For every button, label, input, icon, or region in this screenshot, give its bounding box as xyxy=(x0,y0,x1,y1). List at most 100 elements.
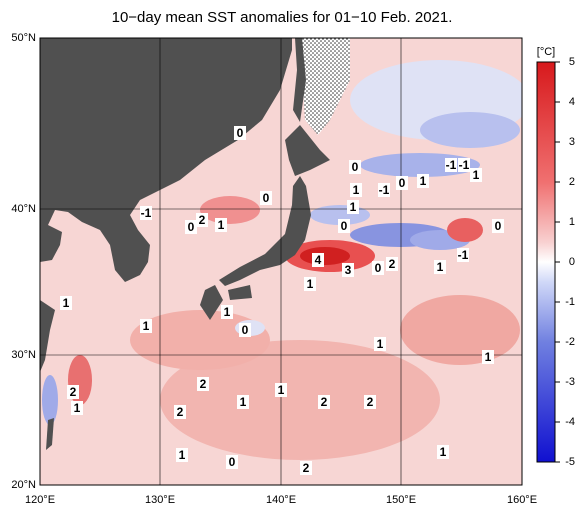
contour-label: 1 xyxy=(304,277,316,291)
label-box xyxy=(417,174,429,188)
label-box xyxy=(237,395,249,409)
contour-label-text: -1 xyxy=(379,183,390,197)
contour-label: -1 xyxy=(457,248,469,262)
contour-label-text: -1 xyxy=(446,158,457,172)
contour-label: -1 xyxy=(140,206,152,220)
contour-label-text: -1 xyxy=(459,158,470,172)
contour-label-text: 1 xyxy=(473,168,480,182)
contour-label: 1 xyxy=(437,445,449,459)
label-box xyxy=(386,257,398,271)
map-title: 10−day mean SST anomalies for 01−10 Feb.… xyxy=(112,9,453,26)
contour-label: 1 xyxy=(470,168,482,182)
contour-label-text: 2 xyxy=(199,213,206,227)
label-box xyxy=(304,277,316,291)
colorbar-tick-label: -3 xyxy=(565,376,575,388)
contour-label: 0 xyxy=(372,261,384,275)
contour-label: 2 xyxy=(318,395,330,409)
contour-label-text: 0 xyxy=(263,191,270,205)
label-box xyxy=(457,248,469,262)
contour-label: 1 xyxy=(482,350,494,364)
label-box xyxy=(140,206,152,220)
lon-label: 120°E xyxy=(25,494,55,506)
contour-label-text: 1 xyxy=(377,337,384,351)
label-box xyxy=(197,377,209,391)
label-box xyxy=(378,183,390,197)
label-box xyxy=(349,160,361,174)
label-box xyxy=(176,448,188,462)
contour-label: 1 xyxy=(347,200,359,214)
colorbar-tick-label: -2 xyxy=(565,336,575,348)
label-box xyxy=(318,395,330,409)
contour-label-text: 2 xyxy=(70,385,77,399)
contour-label-text: 4 xyxy=(315,253,322,267)
contour-label: -1 xyxy=(378,183,390,197)
contour-label: 1 xyxy=(350,183,362,197)
contour-label: 1 xyxy=(176,448,188,462)
label-box xyxy=(140,319,152,333)
contour-label-text: 0 xyxy=(242,323,249,337)
contour-label: 1 xyxy=(71,401,83,415)
contour-label-text: 1 xyxy=(218,218,225,232)
label-box xyxy=(300,461,312,475)
contour-label: 2 xyxy=(364,395,376,409)
label-box xyxy=(350,183,362,197)
contour-label: 0 xyxy=(260,191,272,205)
label-box xyxy=(215,218,227,232)
contour-label: 3 xyxy=(342,263,354,277)
colorbar-tick-label: -5 xyxy=(565,456,575,468)
contour-label: 1 xyxy=(140,319,152,333)
colorbar-tick-label: 2 xyxy=(569,176,575,188)
contour-label-text: 1 xyxy=(143,319,150,333)
label-box xyxy=(226,455,238,469)
contour-label: 1 xyxy=(60,296,72,310)
lat-label: 50°N xyxy=(11,32,36,44)
label-box xyxy=(445,158,457,172)
colorbar-tick-label: 3 xyxy=(569,136,575,148)
contour-label: -1 xyxy=(458,158,470,172)
label-box xyxy=(458,158,470,172)
label-box xyxy=(312,253,324,267)
contour-label: 1 xyxy=(417,174,429,188)
label-box xyxy=(239,323,251,337)
contour-label: 1 xyxy=(215,218,227,232)
label-box xyxy=(275,383,287,397)
contour-label: 2 xyxy=(300,461,312,475)
lat-label: 40°N xyxy=(11,203,36,215)
label-box xyxy=(260,191,272,205)
contour-label-text: 1 xyxy=(350,200,357,214)
contour-label: 1 xyxy=(374,337,386,351)
contour-label: 1 xyxy=(221,305,233,319)
lon-label: 140°E xyxy=(266,494,296,506)
label-box xyxy=(196,213,208,227)
label-box xyxy=(185,220,197,234)
contour-label-text: 2 xyxy=(200,377,207,391)
contour-label-text: 1 xyxy=(353,183,360,197)
label-box xyxy=(71,401,83,415)
label-box xyxy=(338,219,350,233)
contour-label: 2 xyxy=(196,213,208,227)
label-box xyxy=(221,305,233,319)
contour-label-text: 0 xyxy=(375,261,382,275)
colorbar-tick-label: -4 xyxy=(565,416,575,428)
label-box xyxy=(364,395,376,409)
contour-label-text: 0 xyxy=(352,160,359,174)
contour-label: 0 xyxy=(492,219,504,233)
label-box xyxy=(347,200,359,214)
contour-label: 0 xyxy=(338,219,350,233)
label-box xyxy=(342,263,354,277)
contour-label-text: 0 xyxy=(237,126,244,140)
label-box xyxy=(470,168,482,182)
contour-label-text: 1 xyxy=(74,401,81,415)
contour-label-text: 2 xyxy=(321,395,328,409)
contour-label: 0 xyxy=(226,455,238,469)
contour-label: -1 xyxy=(445,158,457,172)
colorbar-tick-label: 4 xyxy=(569,96,575,108)
contour-label: 4 xyxy=(312,253,324,267)
contour-label: 0 xyxy=(396,176,408,190)
contour-label: 2 xyxy=(67,385,79,399)
contour-label: 0 xyxy=(234,126,246,140)
label-box xyxy=(234,126,246,140)
label-box xyxy=(482,350,494,364)
contour-label-text: 0 xyxy=(495,219,502,233)
